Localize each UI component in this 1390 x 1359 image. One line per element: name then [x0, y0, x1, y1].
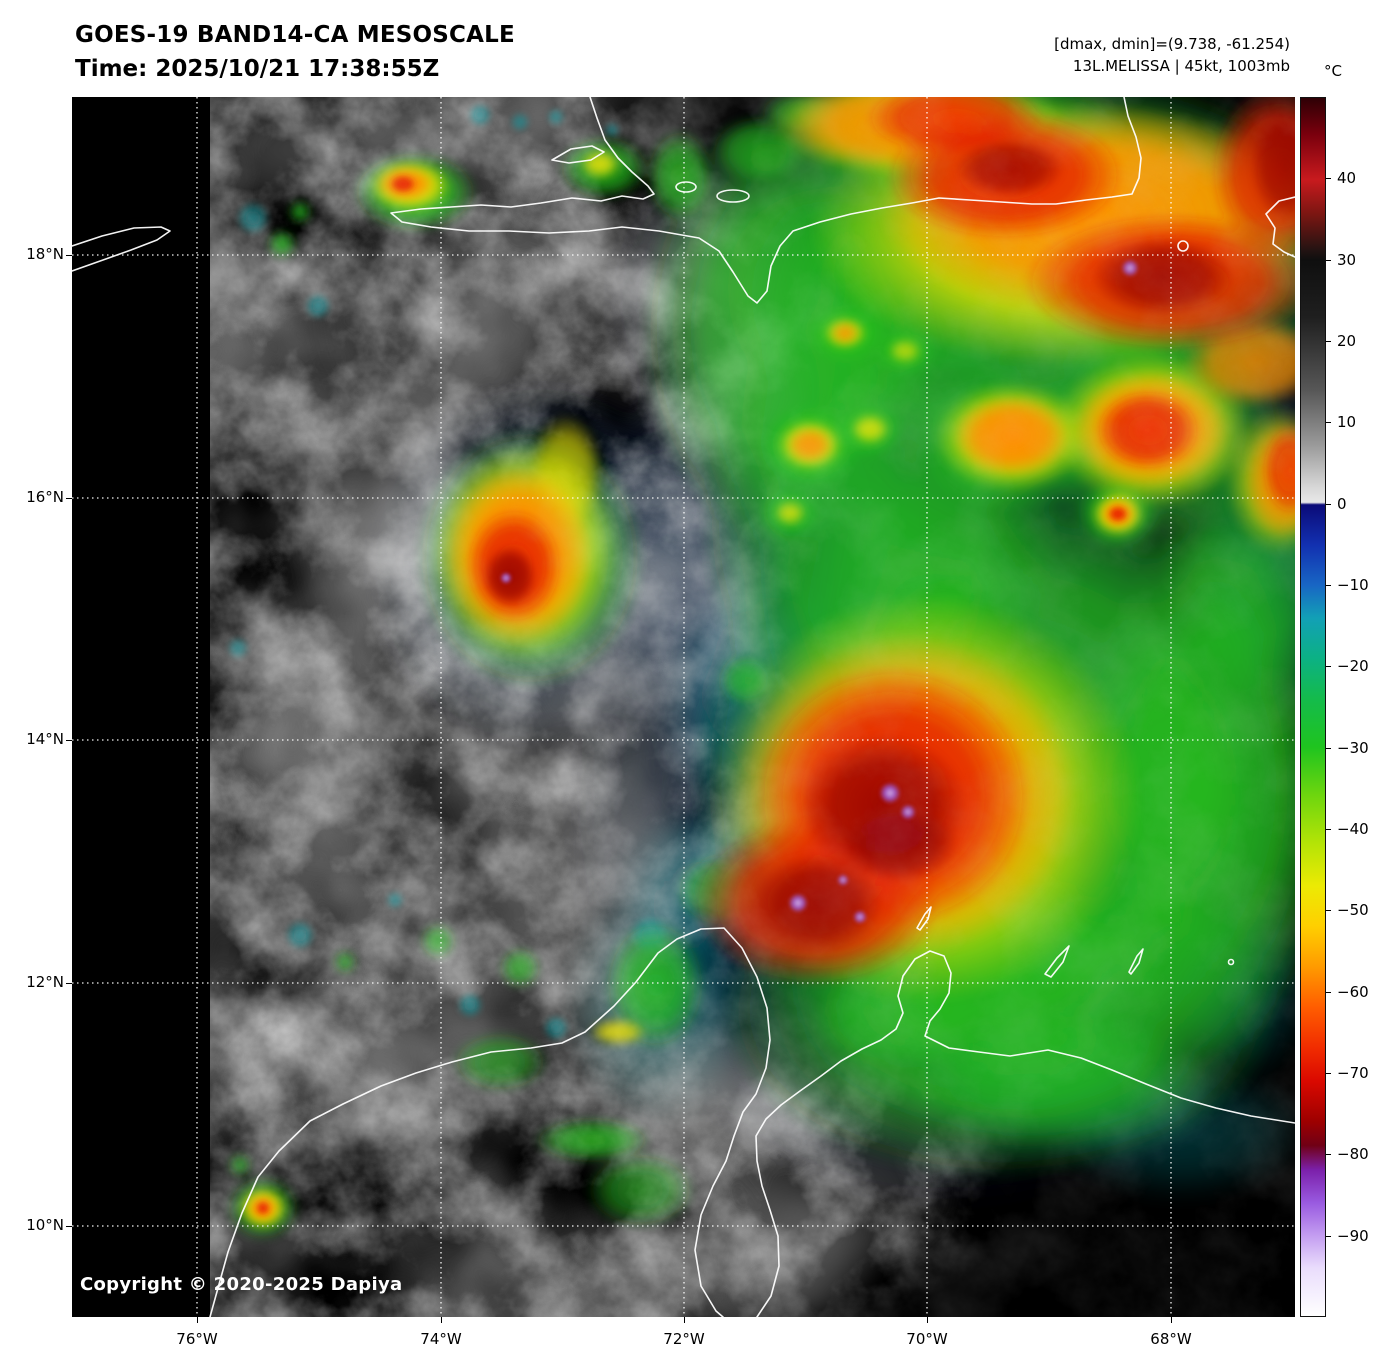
colorbar-tick — [1326, 178, 1331, 179]
colorbar-tick — [1326, 992, 1331, 993]
colorbar-tick-label-m30: −30 — [1337, 739, 1369, 757]
copyright-watermark: Copyright © 2020-2025 Dapiya — [80, 1274, 403, 1295]
colorbar-gradient — [1300, 97, 1326, 1317]
colorbar-tick-label-m70: −70 — [1337, 1064, 1369, 1082]
colorbar-tick-label-m50: −50 — [1337, 901, 1369, 919]
lon-label-72w: 72°W — [663, 1330, 705, 1348]
lake-enriquillo — [716, 189, 750, 203]
lon-label-74w: 74°W — [420, 1330, 462, 1348]
colorbar-tick — [1326, 748, 1331, 749]
lon-label-76w: 76°W — [176, 1330, 218, 1348]
las-aves-island — [1227, 958, 1235, 966]
colorbar-tick — [1326, 666, 1331, 667]
colorbar-tick-label-m20: −20 — [1337, 657, 1369, 675]
lat-label-14n: 14°N — [26, 730, 64, 748]
x-axis-tick — [1171, 1317, 1172, 1323]
curacao-island — [1044, 945, 1070, 978]
annotation-block: [dmax, dmin]=(9.738, -61.254) 13L.MELISS… — [1054, 33, 1290, 77]
aruba-island — [916, 906, 932, 931]
colorbar-tick — [1326, 1236, 1331, 1237]
lake-saumatre — [675, 181, 697, 193]
coastlines — [72, 97, 1295, 1317]
colorbar-tick-label-30: 30 — [1337, 251, 1357, 269]
page-title: GOES-19 BAND14-CA MESOSCALE — [75, 22, 515, 48]
annotation-storm-info: 13L.MELISSA | 45kt, 1003mb — [1072, 57, 1290, 75]
bonaire-island — [1128, 948, 1144, 975]
colorbar-tick-label-m80: −80 — [1337, 1145, 1369, 1163]
image-grain — [210, 97, 1295, 1317]
coastline-jamaica-tip — [72, 226, 171, 272]
coastline-puerto-rico — [1265, 196, 1295, 258]
plot-area — [72, 97, 1295, 1317]
colorbar-tick — [1326, 260, 1331, 261]
x-axis-tick — [684, 1317, 685, 1323]
x-axis-tick — [197, 1317, 198, 1323]
colorbar-tick-label-0: 0 — [1337, 495, 1347, 513]
colorbar-tick — [1326, 585, 1331, 586]
satellite-image — [72, 97, 1295, 1317]
colorbar-tick-label-m40: −40 — [1337, 820, 1369, 838]
y-axis-tick — [66, 983, 72, 984]
colorbar-tick — [1326, 910, 1331, 911]
coastline-south-america — [209, 927, 1295, 1317]
colorbar-tick — [1326, 1073, 1331, 1074]
graticule — [72, 97, 1295, 1317]
lon-label-70w: 70°W — [906, 1330, 948, 1348]
colorbar-tick — [1326, 1154, 1331, 1155]
timestamp-label: Time: 2025/10/21 17:38:55Z — [75, 56, 440, 82]
y-axis-tick — [66, 255, 72, 256]
lat-label-16n: 16°N — [26, 488, 64, 506]
colorbar-unit-label: °C — [1324, 62, 1342, 80]
colorbar-tick-label-20: 20 — [1337, 332, 1357, 350]
x-axis-tick — [441, 1317, 442, 1323]
annotation-dmax-dmin: [dmax, dmin]=(9.738, -61.254) — [1054, 35, 1290, 53]
colorbar-tick-label-m60: −60 — [1337, 983, 1369, 1001]
colorbar-tick-label-10: 10 — [1337, 413, 1357, 431]
colorbar-tick — [1326, 504, 1331, 505]
colorbar-tick — [1326, 422, 1331, 423]
lat-label-10n: 10°N — [26, 1216, 64, 1234]
y-axis-tick — [66, 498, 72, 499]
y-axis-tick — [66, 1226, 72, 1227]
colorbar-tick — [1326, 341, 1331, 342]
y-axis-tick — [66, 740, 72, 741]
lon-label-68w: 68°W — [1150, 1330, 1192, 1348]
mona-island — [1177, 240, 1189, 252]
colorbar-tick-label-m90: −90 — [1337, 1227, 1369, 1245]
colorbar-tick-label-m10: −10 — [1337, 576, 1369, 594]
colorbar-tick-label-40: 40 — [1337, 169, 1357, 187]
colorbar-tick — [1326, 829, 1331, 830]
x-axis-tick — [927, 1317, 928, 1323]
lat-label-18n: 18°N — [26, 245, 64, 263]
lat-label-12n: 12°N — [26, 973, 64, 991]
coastline-gonave-island — [551, 145, 605, 164]
coastline-hispaniola — [390, 97, 1142, 304]
